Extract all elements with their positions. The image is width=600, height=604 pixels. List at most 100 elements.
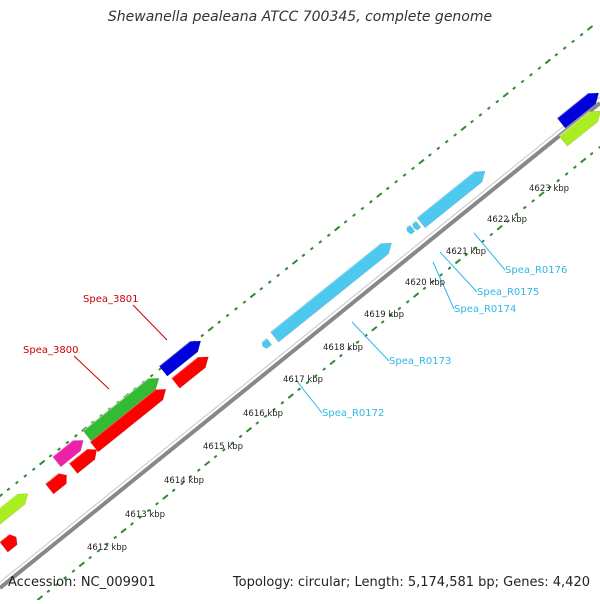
outer-tick-mark <box>132 387 137 391</box>
rna-feature <box>269 242 392 343</box>
gene-green <box>82 377 160 442</box>
inner-tick-mark <box>63 576 67 580</box>
inner-tick-mark <box>146 508 151 513</box>
inner-tick-mark <box>389 313 393 318</box>
rna-feature <box>411 220 422 231</box>
feature-label-spea-3800: Spea_3800 <box>23 345 78 356</box>
outer-tick-mark <box>48 454 53 458</box>
gene-magenta-highlight <box>52 440 74 458</box>
inner-tick-mark <box>213 454 218 459</box>
rna-feature-highlight <box>269 243 381 333</box>
outer-tick-mark <box>309 246 314 251</box>
rna-feature-highlight <box>416 171 475 219</box>
inner-tick-mark <box>222 448 226 452</box>
inner-tick-mark <box>238 434 243 439</box>
leader-line <box>295 379 323 414</box>
accession-label: Accession: NC_009901 <box>8 575 156 590</box>
kbp-label: 4614 kbp <box>164 476 204 486</box>
gene-red <box>0 534 18 553</box>
outer-tick-mark <box>512 86 517 90</box>
outer-tick-mark <box>385 186 390 191</box>
inner-tick-mark <box>481 239 485 244</box>
outer-tick-mark <box>402 173 407 177</box>
outer-tick-mark <box>123 392 130 399</box>
inner-tick-mark <box>104 542 109 546</box>
kbp-label: 4621 kbp <box>446 247 486 257</box>
inner-tick-mark <box>46 589 51 594</box>
rna-feature <box>261 337 273 349</box>
inner-tick-mark <box>204 460 211 467</box>
leader-line <box>132 304 168 341</box>
outer-tick-mark <box>73 434 78 438</box>
outer-tick-mark <box>99 413 104 418</box>
inner-tick-mark <box>439 273 444 277</box>
outer-tick-mark <box>529 73 533 77</box>
outer-tick-mark <box>259 286 264 291</box>
inner-tick-mark <box>589 151 594 156</box>
inner-tick-mark <box>430 279 435 284</box>
inner-tick-mark <box>412 292 420 298</box>
outer-tick-mark <box>502 92 509 98</box>
outer-tick-mark <box>470 119 474 124</box>
outer-tick-mark <box>225 313 230 318</box>
outer-tick-mark <box>562 46 567 50</box>
inner-tick-mark <box>454 258 462 265</box>
inner-tick-mark <box>297 387 301 392</box>
outer-tick-mark <box>65 440 70 445</box>
outer-tick-mark <box>478 113 483 117</box>
gene-lime-highlight <box>0 493 18 509</box>
inner-tick-mark <box>313 374 318 378</box>
outer-tick-mark <box>520 79 525 84</box>
outer-tick-mark <box>141 380 146 385</box>
inner-tick-mark <box>88 555 93 560</box>
outer-tick-mark <box>39 459 46 466</box>
gene-red <box>44 473 67 495</box>
outer-tick-mark <box>242 300 247 304</box>
outer-tick-mark <box>6 487 11 492</box>
inner-tick-mark <box>188 475 193 479</box>
outer-tick-mark <box>427 153 432 157</box>
inner-tick-mark <box>287 393 294 399</box>
outer-tick-mark <box>116 400 120 405</box>
inner-tick-mark <box>397 306 402 311</box>
inner-tick-mark <box>422 286 427 291</box>
gene-lime <box>0 493 29 525</box>
inner-tick-mark <box>347 347 352 351</box>
inner-tick-mark <box>78 561 85 568</box>
inner-tick-mark <box>547 185 552 190</box>
outer-tick-mark <box>107 407 112 411</box>
gene-red <box>171 356 209 389</box>
outer-tick-mark <box>326 233 331 238</box>
outer-tick-mark <box>249 292 256 299</box>
feature-label-spea-r0175: Spea_R0175 <box>477 287 539 298</box>
inner-tick-mark <box>556 178 561 183</box>
outer-tick-mark <box>149 373 154 378</box>
inner-tick-mark <box>496 224 503 231</box>
feature-label-spea-3801: Spea_3801 <box>83 294 138 305</box>
outer-tick-mark <box>267 280 272 284</box>
outer-tick-mark <box>460 125 467 132</box>
outer-tick-mark <box>217 320 222 324</box>
inner-tick-mark <box>405 300 410 304</box>
rna-feature <box>416 170 486 229</box>
genome-backbone-highlight <box>0 96 600 583</box>
inner-tick-mark <box>245 426 253 433</box>
inner-tick-mark <box>506 219 510 223</box>
map-title: Shewanella pealeana ATCC 700345, complet… <box>107 9 493 25</box>
gene-red-highlight <box>0 533 10 543</box>
outer-tick-mark <box>81 426 88 432</box>
kbp-label: 4618 kbp <box>323 343 363 353</box>
feature-label-spea-r0172: Spea_R0172 <box>322 408 384 419</box>
inner-tick-mark <box>280 401 285 405</box>
gene-blue-highlight <box>556 92 589 119</box>
inner-tick-mark <box>96 549 101 553</box>
kbp-label: 4619 kbp <box>364 310 404 320</box>
outer-tick-mark <box>334 225 341 232</box>
outer-tick-mark <box>23 474 28 478</box>
outer-tick-mark <box>444 139 449 144</box>
inner-tick-mark <box>522 205 527 210</box>
inner-tick-mark <box>36 595 44 601</box>
rna-feature-highlight <box>405 224 411 229</box>
gene-green-highlight <box>82 378 149 432</box>
